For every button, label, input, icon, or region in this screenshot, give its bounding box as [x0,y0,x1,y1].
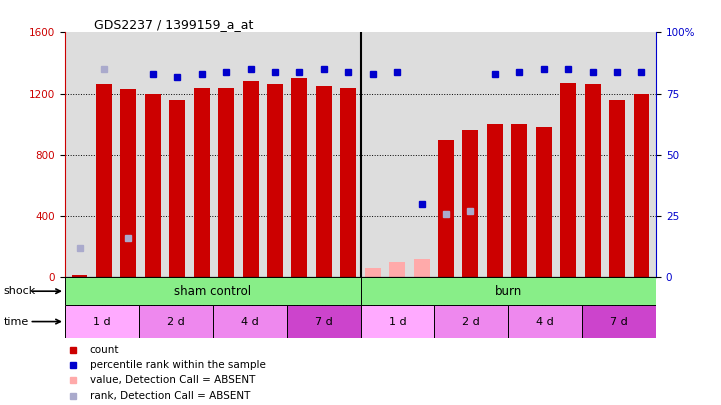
Bar [65,305,139,338]
Text: 4 d: 4 d [536,317,554,326]
Bar [291,78,307,277]
Bar [316,86,332,277]
Text: shock: shock [4,286,36,296]
Bar [462,130,478,277]
Bar [213,305,286,338]
Bar [487,124,503,277]
Bar [438,140,454,277]
Bar [71,275,87,277]
Bar [583,305,656,338]
Text: 7 d: 7 d [610,317,628,326]
Bar [360,277,656,305]
Bar [340,87,356,277]
Bar [139,305,213,338]
Text: GDS2237 / 1399159_a_at: GDS2237 / 1399159_a_at [94,18,254,31]
Bar [511,124,527,277]
Text: 1 d: 1 d [93,317,110,326]
Bar [508,305,583,338]
Bar [243,81,259,277]
Text: burn: burn [495,285,522,298]
Bar [120,89,136,277]
Bar [560,83,576,277]
Text: percentile rank within the sample: percentile rank within the sample [89,360,265,370]
Bar [65,277,360,305]
Text: 2 d: 2 d [167,317,185,326]
Bar [389,262,405,277]
Bar [609,100,625,277]
Bar [414,259,430,277]
Bar [536,127,552,277]
Bar [360,305,434,338]
Bar [267,85,283,277]
Bar [365,268,381,277]
Bar [218,87,234,277]
Bar [434,305,508,338]
Bar [194,87,210,277]
Text: sham control: sham control [174,285,251,298]
Bar [634,94,650,277]
Bar [145,94,161,277]
Text: 2 d: 2 d [462,317,480,326]
Bar [96,85,112,277]
Text: 7 d: 7 d [314,317,332,326]
Text: 4 d: 4 d [241,317,259,326]
Text: time: time [4,317,29,326]
Bar [169,100,185,277]
Bar [585,85,601,277]
Text: rank, Detection Call = ABSENT: rank, Detection Call = ABSENT [89,391,250,401]
Text: count: count [89,345,119,354]
Text: 1 d: 1 d [389,317,406,326]
Bar [286,305,360,338]
Text: value, Detection Call = ABSENT: value, Detection Call = ABSENT [89,375,255,385]
